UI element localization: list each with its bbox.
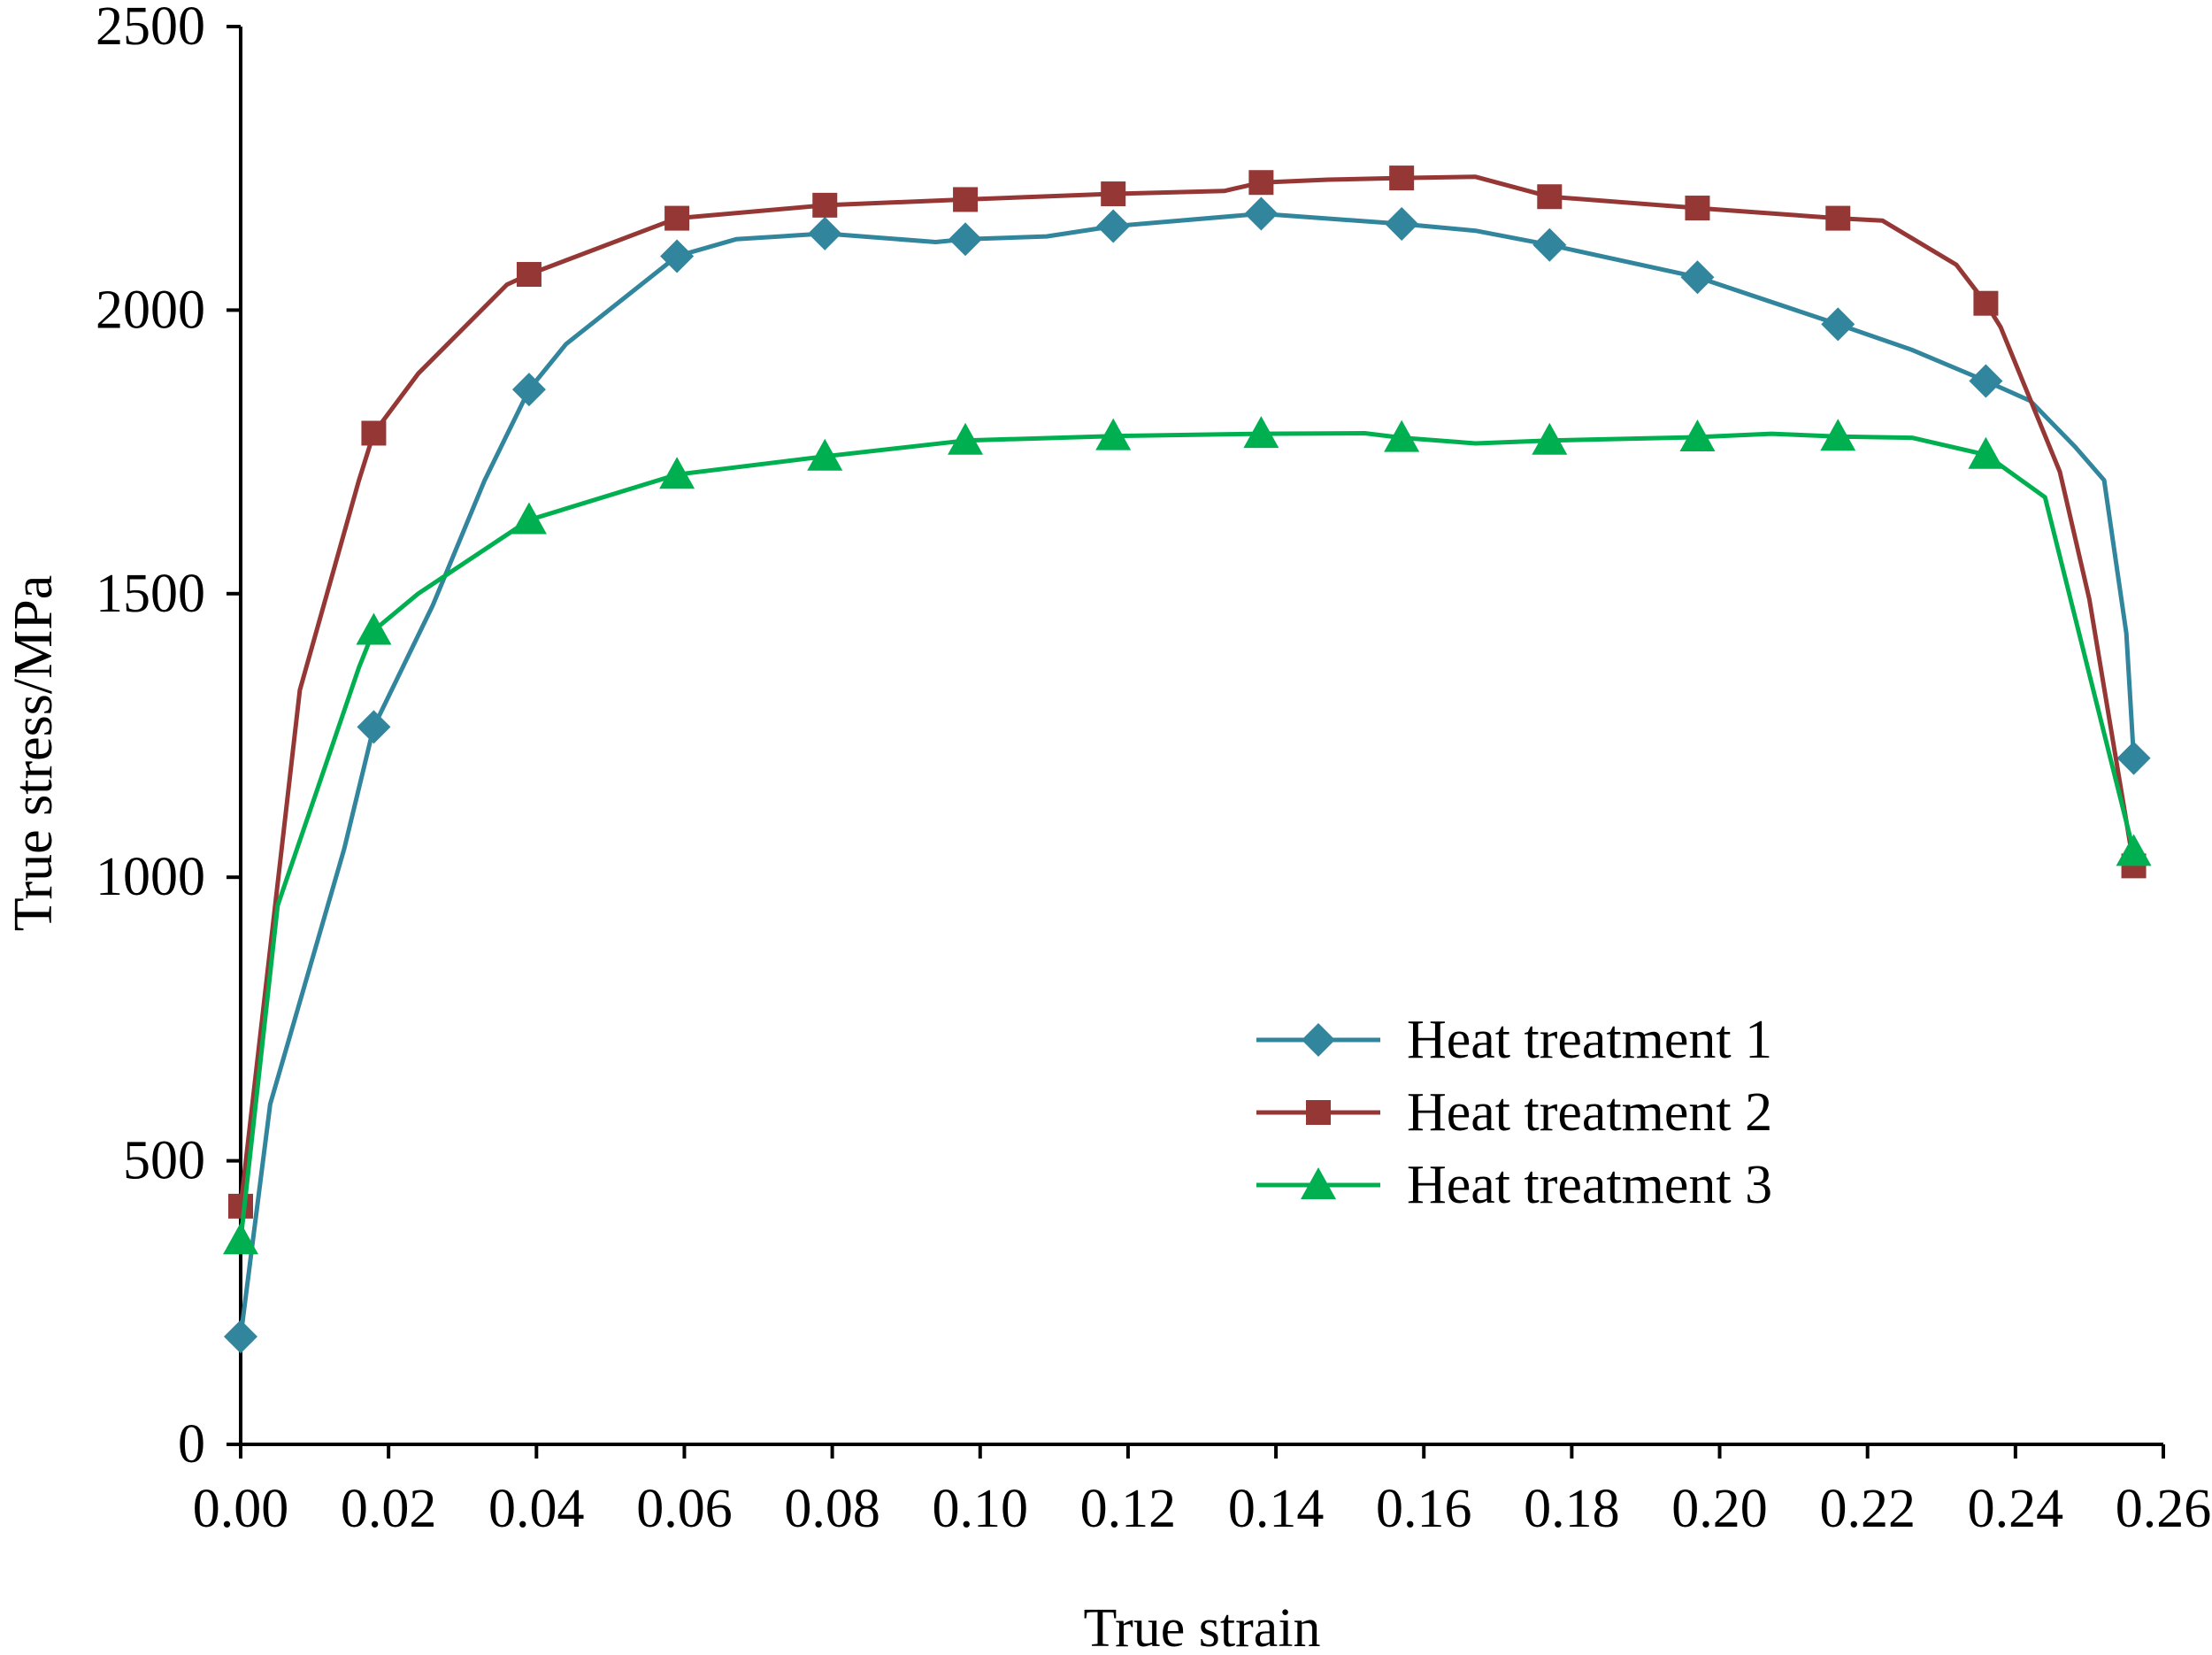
data-point xyxy=(1537,184,1563,210)
data-point xyxy=(660,239,695,273)
data-point xyxy=(1096,209,1131,243)
data-point xyxy=(664,205,690,231)
data-point xyxy=(1095,418,1132,450)
x-tick-label: 0.16 xyxy=(1376,1479,1472,1539)
data-point xyxy=(511,502,547,535)
x-tick-label: 0.26 xyxy=(2116,1479,2212,1539)
data-point xyxy=(1248,170,1274,196)
data-point xyxy=(808,216,842,250)
data-point xyxy=(1680,260,1715,295)
x-tick-label: 0.08 xyxy=(784,1479,880,1539)
legend-label: Heat treatment 2 xyxy=(1407,1082,1772,1143)
data-point xyxy=(357,710,391,744)
legend-item: Heat treatment 2 xyxy=(1256,1082,1772,1143)
data-point xyxy=(224,1320,257,1354)
legend-label: Heat treatment 3 xyxy=(1407,1155,1772,1215)
data-point xyxy=(228,1193,253,1219)
x-tick-label: 0.20 xyxy=(1671,1479,1768,1539)
x-tick-label: 0.14 xyxy=(1228,1479,1325,1539)
y-tick-label: 2000 xyxy=(96,280,205,340)
data-point xyxy=(2116,834,2152,866)
data-point xyxy=(1389,166,1415,191)
legend-marker xyxy=(1302,1023,1335,1057)
data-point xyxy=(1825,205,1851,231)
data-point xyxy=(511,373,546,407)
data-point xyxy=(1244,196,1279,231)
data-point xyxy=(1969,364,2003,398)
data-point xyxy=(356,612,392,645)
data-point xyxy=(953,187,979,212)
data-point xyxy=(812,192,838,218)
y-tick-label: 1500 xyxy=(96,564,205,624)
data-point xyxy=(1101,181,1126,207)
series-line xyxy=(238,174,2137,1207)
x-tick-label: 0.06 xyxy=(636,1479,733,1539)
data-point xyxy=(1384,420,1420,452)
x-tick-label: 0.22 xyxy=(1819,1479,1916,1539)
x-tick-label: 0.10 xyxy=(933,1479,1029,1539)
data-point xyxy=(1243,416,1279,449)
x-tick-label: 0.02 xyxy=(341,1479,437,1539)
y-axis-ticks: 0 500 1000 1500 2000 2500 xyxy=(96,0,241,1474)
series-layer xyxy=(223,166,2152,1354)
legend-item: Heat treatment 1 xyxy=(1256,1010,1772,1070)
x-axis-title: True strain xyxy=(1083,1598,1320,1655)
series-2 xyxy=(228,166,2147,1219)
x-tick-label: 0.12 xyxy=(1080,1479,1177,1539)
data-point xyxy=(223,1222,258,1255)
data-point xyxy=(659,457,695,489)
data-point xyxy=(1973,290,1999,316)
legend-marker xyxy=(1306,1100,1331,1125)
x-tick-label: 0.18 xyxy=(1524,1479,1620,1539)
series-line xyxy=(238,431,2137,1241)
x-axis-ticks: 0.00 0.02 0.04 0.06 0.08 0.10 0.12 0.14 0.16 0.18… xyxy=(193,1444,2212,1539)
y-tick-label: 0 xyxy=(178,1414,205,1474)
y-tick-label: 500 xyxy=(123,1131,205,1191)
data-point xyxy=(1685,196,1710,221)
axes xyxy=(239,27,2163,1446)
x-tick-label: 0.04 xyxy=(488,1479,585,1539)
y-axis-title: True stress/MPa xyxy=(4,575,64,932)
data-point xyxy=(807,438,843,471)
data-point xyxy=(949,222,983,257)
data-point xyxy=(1968,436,2004,469)
data-point xyxy=(361,420,387,446)
data-point xyxy=(1820,419,1856,451)
data-point xyxy=(516,262,541,288)
legend-marker xyxy=(1301,1167,1336,1199)
series-line xyxy=(238,212,2137,1337)
data-point xyxy=(1679,419,1716,451)
series-1 xyxy=(224,196,2151,1354)
data-point xyxy=(1532,422,1568,455)
legend-label: Heat treatment 1 xyxy=(1407,1010,1772,1070)
data-point xyxy=(1821,307,1855,342)
data-point xyxy=(948,422,984,455)
x-tick-label: 0.00 xyxy=(193,1479,289,1539)
series-3 xyxy=(223,416,2152,1255)
legend-item: Heat treatment 3 xyxy=(1256,1155,1772,1215)
x-tick-label: 0.24 xyxy=(1968,1479,2064,1539)
y-tick-label: 2500 xyxy=(96,0,205,57)
y-tick-label: 1000 xyxy=(96,847,205,907)
data-point xyxy=(1532,227,1567,262)
legend: Heat treatment 1 Heat treatment 2 Heat tre… xyxy=(1256,1010,1772,1215)
data-point xyxy=(2116,741,2151,775)
data-point xyxy=(1385,206,1419,241)
